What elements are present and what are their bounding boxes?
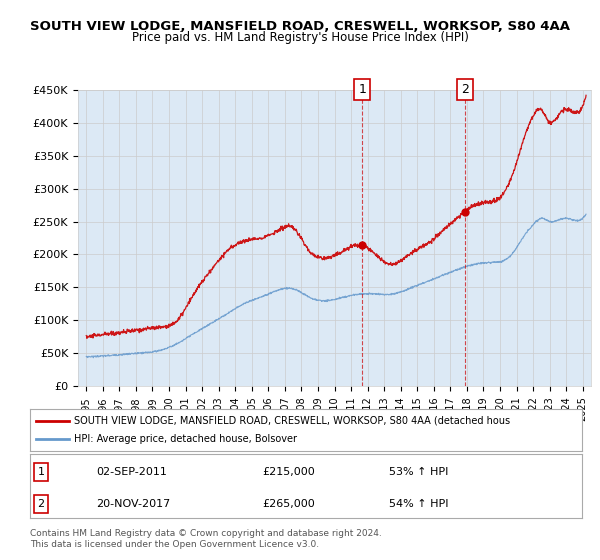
Text: 2: 2: [37, 499, 44, 509]
Text: 02-SEP-2011: 02-SEP-2011: [96, 466, 167, 477]
Text: 1: 1: [358, 83, 366, 96]
Text: 54% ↑ HPI: 54% ↑ HPI: [389, 499, 448, 509]
Text: £215,000: £215,000: [262, 466, 314, 477]
Text: Contains HM Land Registry data © Crown copyright and database right 2024.
This d: Contains HM Land Registry data © Crown c…: [30, 529, 382, 549]
Text: 53% ↑ HPI: 53% ↑ HPI: [389, 466, 448, 477]
Text: SOUTH VIEW LODGE, MANSFIELD ROAD, CRESWELL, WORKSOP, S80 4AA (detached hous: SOUTH VIEW LODGE, MANSFIELD ROAD, CRESWE…: [74, 416, 510, 426]
Text: 2: 2: [461, 83, 469, 96]
Text: 1: 1: [38, 466, 44, 477]
Text: HPI: Average price, detached house, Bolsover: HPI: Average price, detached house, Bols…: [74, 434, 297, 444]
Text: £265,000: £265,000: [262, 499, 314, 509]
Text: Price paid vs. HM Land Registry's House Price Index (HPI): Price paid vs. HM Land Registry's House …: [131, 31, 469, 44]
Text: 20-NOV-2017: 20-NOV-2017: [96, 499, 170, 509]
Text: SOUTH VIEW LODGE, MANSFIELD ROAD, CRESWELL, WORKSOP, S80 4AA: SOUTH VIEW LODGE, MANSFIELD ROAD, CRESWE…: [30, 20, 570, 32]
